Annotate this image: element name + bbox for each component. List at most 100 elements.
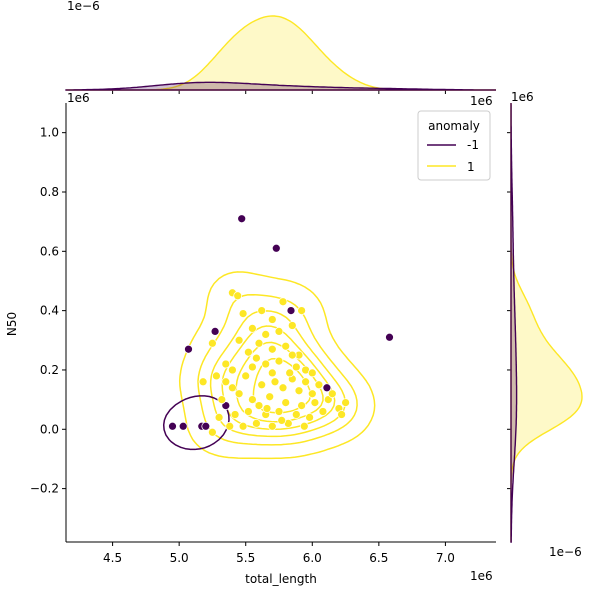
point-anomaly-1: [257, 306, 267, 315]
point-anomaly-1: [278, 297, 288, 307]
point-anomaly-1: [277, 416, 287, 425]
point-anomaly-1: [221, 377, 231, 387]
y-offset-label: 1e6: [67, 91, 90, 105]
point-anomaly-1: [341, 398, 350, 407]
point-anomaly-neg1: [286, 306, 296, 315]
point-anomaly-1: [238, 421, 248, 431]
point-anomaly-1: [267, 368, 277, 378]
kde-contour-1: [178, 271, 376, 460]
point-anomaly-1: [337, 410, 346, 419]
y-axis-label: N50: [5, 312, 19, 336]
point-anomaly-1: [238, 309, 248, 318]
x-tick-label: 5.5: [236, 551, 255, 565]
point-anomaly-1: [301, 377, 310, 387]
point-anomaly-1: [270, 377, 280, 387]
point-anomaly-1: [285, 368, 295, 378]
point-anomaly-1: [252, 353, 261, 363]
top-marginal-density: [65, 15, 497, 94]
point-anomaly-1: [267, 344, 277, 354]
point-anomaly-1: [278, 383, 288, 393]
point-anomaly-neg1: [237, 214, 247, 224]
legend-title: anomaly: [428, 119, 480, 133]
point-anomaly-1: [225, 421, 235, 431]
point-anomaly-1: [234, 389, 244, 399]
point-anomaly-neg1: [184, 344, 193, 354]
point-anomaly-1: [261, 359, 271, 369]
axes-spines: [65, 103, 496, 543]
point-anomaly-1: [233, 291, 243, 301]
point-anomaly-1: [228, 383, 237, 393]
point-anomaly-1: [262, 404, 272, 413]
y-tick-label: −0.2: [30, 482, 59, 496]
x-tick-label: 4.5: [103, 551, 122, 565]
x-axis-label: total_length: [245, 572, 317, 586]
point-anomaly-1: [318, 407, 328, 416]
point-anomaly-1: [228, 365, 237, 375]
point-anomaly-neg1: [221, 401, 231, 410]
legend-label-neg1: -1: [467, 138, 479, 152]
y-offset-label-duplicate: 1e6: [470, 94, 493, 108]
point-anomaly-1: [267, 315, 277, 324]
y-tick-label: 0.8: [40, 185, 59, 199]
point-anomaly-1: [208, 427, 217, 437]
point-anomaly-1: [274, 356, 284, 366]
point-anomaly-1: [291, 410, 301, 419]
point-anomaly-neg1: [178, 421, 188, 431]
point-anomaly-neg1: [168, 421, 177, 431]
x-tick-label: 7.0: [436, 551, 455, 565]
point-anomaly-1: [323, 395, 333, 404]
x-tick-label: 6.5: [369, 551, 388, 565]
point-anomaly-1: [214, 413, 224, 422]
point-anomaly-1: [281, 398, 291, 407]
y-tick-label: 0.4: [40, 304, 59, 318]
point-anomaly-1: [244, 347, 253, 357]
point-anomaly-1: [314, 380, 324, 390]
point-anomaly-1: [230, 410, 240, 419]
point-anomaly-1: [254, 338, 264, 348]
point-anomaly-1: [307, 368, 317, 378]
top-density-neg1: [65, 81, 497, 91]
right-marginal-density: [507, 102, 583, 543]
point-anomaly-1: [297, 401, 306, 410]
point-anomaly-1: [299, 421, 309, 431]
point-anomaly-neg1: [322, 383, 332, 393]
x-tick-label: 5.0: [170, 551, 189, 565]
y-ticks: −0.2 0.0 0.2 0.4 0.6 0.8 1.0: [30, 126, 66, 496]
point-anomaly-1: [254, 401, 264, 410]
y-tick-label: 0.2: [40, 363, 59, 377]
legend-label-1: 1: [467, 160, 475, 174]
y-tick-label: 0.6: [40, 244, 59, 258]
point-anomaly-1: [252, 419, 261, 428]
point-anomaly-1: [274, 327, 284, 336]
point-anomaly-1: [241, 371, 251, 381]
point-anomaly-1: [208, 338, 217, 348]
right-marginal-bottom-offset-label: 1e−6: [549, 545, 582, 559]
right-density-neg1: [510, 102, 518, 543]
point-anomaly-1: [248, 324, 257, 333]
point-anomaly-1: [244, 407, 253, 416]
y-tick-label: 0.0: [40, 422, 59, 436]
point-anomaly-1: [217, 395, 227, 404]
x-tick-label: 6.0: [303, 551, 322, 565]
legend: anomaly -1 1: [417, 110, 491, 181]
point-anomaly-1: [287, 321, 297, 330]
point-anomaly-neg1: [385, 332, 394, 342]
point-anomaly-neg1: [201, 421, 211, 431]
point-anomaly-1: [291, 362, 301, 372]
point-anomaly-1: [267, 421, 277, 431]
point-anomaly-neg1: [210, 327, 220, 336]
top-marginal-offset-label: 1e−6: [67, 0, 100, 13]
point-anomaly-1: [281, 341, 291, 351]
scatter-points: [168, 214, 394, 437]
point-anomaly-1: [274, 407, 284, 416]
x-ticks: 4.5 5.0 5.5 6.0 6.5 7.0: [103, 542, 455, 565]
kde-contour-neg1: [162, 395, 230, 451]
point-anomaly-1: [310, 398, 320, 407]
x-offset-label: 1e6: [470, 569, 493, 583]
point-anomaly-1: [198, 377, 208, 387]
point-anomaly-1: [261, 330, 271, 339]
point-anomaly-1: [257, 380, 267, 390]
right-marginal-offset-label: 1e6: [511, 90, 534, 104]
